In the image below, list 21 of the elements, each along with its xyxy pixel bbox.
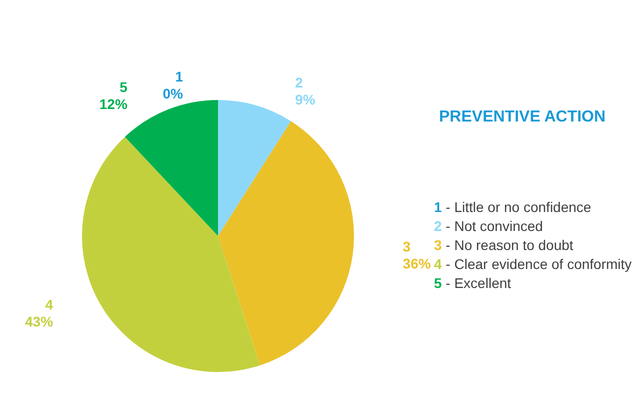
slice-label: 4 [45, 296, 54, 312]
category-label: 1 [434, 199, 442, 215]
category-label: 4 [434, 256, 442, 272]
data-label: 12% [99, 96, 128, 112]
category-label: 1 [175, 68, 183, 84]
slice-label: 3 [402, 238, 411, 254]
text: 0% [162, 86, 183, 102]
text: PREVENTIVE ACTION [439, 108, 606, 126]
data-label: 43% [24, 313, 54, 330]
text: - Clear evidence of conformity [446, 256, 632, 272]
category-label: 2 [434, 218, 442, 234]
data-label: 36% [402, 255, 432, 272]
text: - Not convinced [446, 218, 543, 234]
category-label: 5 [434, 275, 442, 291]
slice-label: 2 [295, 74, 304, 90]
slice-label: 5 [120, 79, 128, 96]
slice-label: 3 [434, 237, 442, 253]
text: - Little or no confidence [446, 199, 592, 215]
text: - Excellent [446, 275, 512, 291]
data-label: 9% [295, 91, 316, 108]
text: - No reason to doubt [446, 237, 574, 253]
